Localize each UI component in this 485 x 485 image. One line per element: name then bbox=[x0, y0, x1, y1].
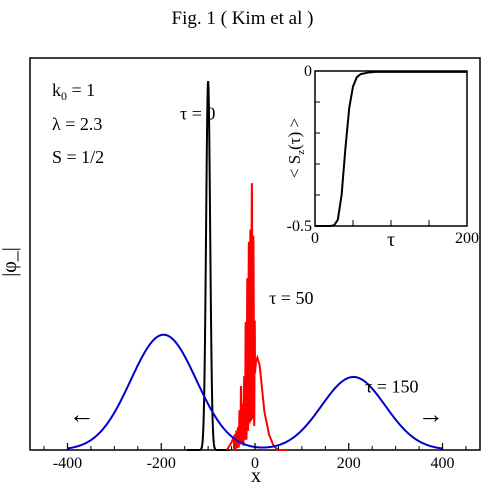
x-tick-label: 400 bbox=[431, 455, 455, 472]
param-k0-value: = 1 bbox=[67, 80, 95, 100]
inset-series bbox=[315, 70, 467, 227]
param-k0-symbol: k bbox=[52, 80, 61, 100]
main-x-axis-label: x bbox=[251, 465, 261, 485]
series-line-1 bbox=[226, 183, 288, 452]
param-lambda: λ = 2.3 bbox=[52, 114, 102, 134]
series-line-0 bbox=[187, 80, 230, 451]
inset-y-label-right: (τ) > bbox=[285, 118, 304, 150]
inset-y-tick-label: -0.5 bbox=[287, 218, 312, 235]
inset-axes: 0 200-0.50 bbox=[287, 63, 479, 247]
inset-x-tick-label: 0 bbox=[311, 230, 319, 247]
figure-title: Fig. 1 ( Kim et al ) bbox=[171, 8, 314, 29]
inset-x-tick-label: 200 bbox=[455, 230, 479, 247]
x-tick-label: -400 bbox=[53, 455, 82, 472]
annotation-tau-0: τ = 0 bbox=[180, 103, 215, 123]
x-tick-label: -200 bbox=[147, 455, 176, 472]
inset-x-axis-label: τ bbox=[387, 229, 395, 251]
right-arrow: → bbox=[418, 400, 444, 429]
param-s: S = 1/2 bbox=[52, 147, 104, 167]
annotation-tau-50: τ = 50 bbox=[269, 288, 313, 308]
inset-y-tick-label: 0 bbox=[304, 63, 312, 80]
param-k0-subscript: 0 bbox=[61, 89, 67, 103]
inset-y-axis-label: < Sz(τ) > bbox=[285, 118, 307, 178]
left-arrow: ← bbox=[69, 400, 95, 429]
main-x-axis: -400 -200 0 200 400 bbox=[43, 443, 467, 472]
inset-y-label-left: < S bbox=[285, 155, 304, 178]
x-tick-label: 200 bbox=[337, 455, 361, 472]
annotation-tau-150: τ = 150 bbox=[365, 376, 418, 396]
param-k0: k0 = 1 bbox=[52, 80, 95, 103]
x-tick-label: 0 bbox=[251, 455, 259, 472]
inset-y-label-sub: z bbox=[295, 150, 307, 155]
main-y-axis-label: |φ_| bbox=[0, 247, 21, 277]
inset-series-line bbox=[315, 70, 467, 227]
inset-background bbox=[315, 71, 467, 226]
